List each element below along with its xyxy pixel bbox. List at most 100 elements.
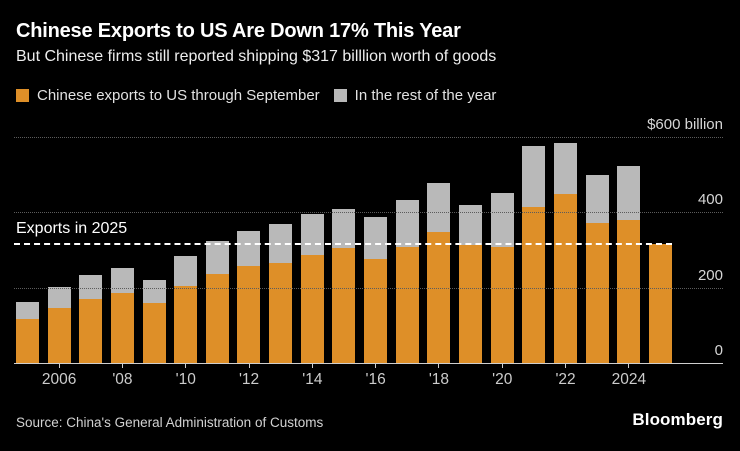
- y-axis-label-400: 400: [697, 191, 723, 209]
- bar-2025: [648, 243, 672, 363]
- legend-item-through-september: Chinese exports to US through September: [16, 87, 320, 104]
- bar-segment-september-2012: [237, 266, 261, 363]
- bar-segment-rest-2008: [110, 268, 134, 293]
- bar-2020: [490, 192, 514, 363]
- x-axis-tick-22: [565, 363, 567, 368]
- gridline-400: [14, 212, 723, 214]
- x-axis-label-2006: 2006: [41, 371, 77, 388]
- x-axis-label-20: '20: [492, 371, 513, 388]
- x-axis-label-22: '22: [555, 371, 576, 388]
- reference-line-2025: [14, 242, 672, 245]
- bar-2018: [427, 182, 451, 363]
- bar-segment-rest-2006: [47, 286, 71, 309]
- y-axis-label-0: 0: [714, 342, 723, 359]
- bar-segment-rest-2016: [364, 217, 388, 259]
- bar-2022: [553, 143, 577, 363]
- legend-swatch-gray-icon: [333, 89, 347, 102]
- bar-segment-rest-2005: [16, 302, 39, 319]
- bar-segment-rest-2018: [427, 182, 451, 232]
- bar-segment-rest-2012: [237, 230, 261, 267]
- x-axis-tick-2006: [58, 363, 60, 368]
- bar-segment-september-2025: [648, 243, 672, 363]
- bar-segment-september-2009: [142, 303, 166, 363]
- bar-segment-september-2013: [269, 263, 293, 363]
- bar-segment-september-2017: [395, 246, 419, 363]
- bar-segment-rest-2014: [300, 213, 324, 256]
- x-axis-label-08: '08: [112, 371, 133, 388]
- bar-segment-september-2011: [205, 274, 229, 363]
- bar-2019: [458, 205, 482, 363]
- bar-segment-september-2021: [522, 207, 546, 363]
- bar-2021: [522, 146, 546, 363]
- bar-segment-september-2022: [553, 194, 577, 363]
- bar-segment-rest-2017: [395, 200, 419, 247]
- reference-line-label: Exports in 2025: [16, 219, 128, 237]
- bar-2011: [205, 240, 229, 363]
- bar-2006: [47, 286, 71, 363]
- bar-2014: [300, 213, 324, 363]
- bar-segment-rest-2022: [553, 143, 577, 195]
- bar-segment-september-2010: [174, 286, 198, 363]
- x-axis-tick-14: [311, 363, 313, 368]
- bar-segment-september-2016: [364, 258, 388, 363]
- bar-segment-september-2008: [110, 292, 134, 363]
- bar-2013: [269, 224, 293, 363]
- bar-segment-september-2006: [47, 308, 71, 363]
- x-axis-tick-2024: [628, 363, 630, 368]
- bar-segment-september-2023: [585, 223, 609, 363]
- x-axis-label-2024: 2024: [611, 371, 647, 388]
- bar-segment-rest-2019: [458, 205, 482, 246]
- chart-title: Chinese Exports to US Are Down 17% This …: [16, 20, 461, 42]
- x-axis-label-10: '10: [175, 371, 196, 388]
- bar-2024: [617, 165, 641, 363]
- bar-2005: [16, 302, 39, 363]
- bar-2007: [79, 275, 103, 363]
- bar-segment-rest-2010: [174, 256, 198, 287]
- bar-segment-september-2005: [16, 318, 39, 363]
- bar-segment-rest-2023: [585, 174, 609, 224]
- bars-container: [16, 137, 672, 363]
- legend: Chinese exports to US through September …: [16, 87, 496, 104]
- bar-2009: [142, 280, 166, 363]
- plot-area: Exports in 2025 $600 billion 400 200 0 2006 '…: [14, 116, 723, 388]
- bar-2016: [364, 217, 388, 363]
- bar-segment-september-2020: [490, 246, 514, 363]
- bar-segment-rest-2020: [490, 192, 514, 247]
- legend-label: In the rest of the year: [354, 87, 497, 104]
- bar-segment-rest-2011: [205, 240, 229, 275]
- gridline-200: [14, 287, 723, 289]
- bar-segment-rest-2021: [522, 146, 546, 208]
- x-axis-label-16: '16: [365, 371, 386, 388]
- bar-segment-rest-2015: [332, 208, 356, 249]
- legend-label: Chinese exports to US through September: [37, 87, 320, 104]
- x-axis-tick-18: [438, 363, 440, 368]
- bar-segment-september-2024: [617, 219, 641, 363]
- x-axis-label-18: '18: [428, 371, 450, 388]
- bloomberg-logo: Bloomberg: [632, 410, 723, 429]
- bar-segment-september-2007: [79, 298, 103, 363]
- x-axis-tick-20: [501, 363, 503, 368]
- x-axis-tick-10: [185, 363, 187, 368]
- legend-swatch-orange-icon: [16, 89, 29, 102]
- bar-2015: [332, 208, 356, 363]
- bar-2010: [174, 256, 198, 363]
- bar-segment-september-2014: [300, 255, 324, 363]
- x-axis-tick-08: [121, 363, 123, 368]
- x-axis-label-12: '12: [238, 371, 260, 388]
- chart-subtitle: But Chinese firms still reported shippin…: [16, 48, 497, 65]
- bar-segment-september-2018: [427, 231, 451, 363]
- bar-2017: [395, 200, 419, 363]
- legend-item-rest-of-year: In the rest of the year: [333, 87, 497, 104]
- source-note: Source: China's General Administration o…: [16, 415, 324, 430]
- y-axis-label-200: 200: [697, 266, 723, 284]
- x-axis-label-14: '14: [302, 371, 323, 388]
- bar-segment-rest-2024: [617, 165, 641, 220]
- gridline-600: [14, 137, 723, 138]
- bar-2023: [585, 174, 609, 363]
- y-axis-label-600: $600 billion: [647, 116, 723, 133]
- bar-segment-september-2015: [332, 248, 356, 363]
- x-axis-tick-12: [248, 363, 250, 368]
- bar-segment-rest-2007: [79, 275, 103, 299]
- bar-2008: [110, 268, 134, 363]
